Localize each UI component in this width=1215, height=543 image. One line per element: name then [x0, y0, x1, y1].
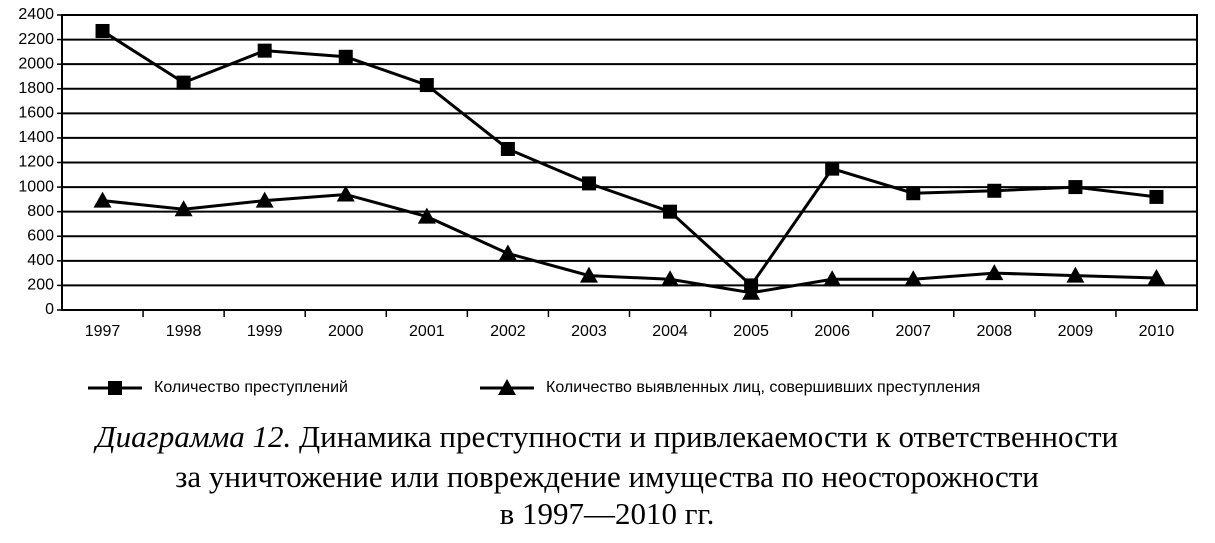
point — [93, 191, 112, 208]
y-tick-label: 1800 — [18, 80, 54, 97]
point — [1147, 269, 1166, 286]
y-tick-label: 800 — [27, 203, 54, 220]
caption-title: за уничтожение или повреждение имущества… — [175, 459, 1039, 494]
x-tick-label: 2000 — [328, 323, 364, 340]
point — [742, 283, 761, 300]
point — [1149, 189, 1164, 204]
point — [176, 75, 191, 90]
y-tick-label: 1200 — [18, 154, 54, 171]
point — [1066, 266, 1085, 283]
point — [663, 204, 678, 219]
point — [95, 23, 110, 38]
y-tick-label: 2200 — [18, 31, 54, 48]
x-tick-label: 2006 — [814, 323, 850, 340]
series-line — [101, 29, 1157, 288]
x-tick-label: 2003 — [571, 323, 607, 340]
x-tick-label: 1999 — [247, 323, 283, 340]
x-tick-label: 2005 — [733, 323, 769, 340]
point — [825, 161, 840, 176]
point — [500, 141, 515, 156]
legend-label: Количество преступлений — [154, 379, 348, 396]
x-tick-label: 1998 — [166, 323, 202, 340]
x-tick-label: 2004 — [652, 323, 688, 340]
caption-title: Динамика преступности и привлекаемости к… — [299, 419, 1118, 454]
point — [906, 186, 921, 201]
y-tick-label: 1400 — [18, 129, 54, 146]
point — [417, 207, 436, 224]
point — [661, 270, 680, 287]
y-tick-label: 600 — [27, 227, 54, 244]
y-tick-label: 1600 — [18, 105, 54, 122]
legend-marker — [498, 379, 516, 395]
y-tick-label: 1000 — [18, 178, 54, 195]
point — [579, 266, 598, 283]
caption-label: Диаграмма 12. — [93, 419, 291, 454]
point — [904, 270, 923, 287]
point — [174, 200, 193, 217]
x-tick-label: 1997 — [85, 323, 121, 340]
point — [338, 49, 353, 64]
caption-title: в 1997—2010 гг. — [500, 496, 715, 531]
caption-line: Диаграмма 12. Динамика преступности и пр… — [93, 419, 1118, 454]
point — [823, 270, 842, 287]
point — [336, 185, 355, 202]
legend-marker — [108, 381, 122, 395]
point — [985, 264, 1004, 281]
y-tick-label: 2000 — [18, 55, 54, 72]
y-tick-label: 0 — [45, 301, 54, 318]
x-tick-label: 2001 — [409, 323, 445, 340]
y-tick-label: 400 — [27, 252, 54, 269]
point — [987, 183, 1002, 198]
y-tick-label: 200 — [27, 277, 54, 294]
series-line — [102, 192, 1157, 295]
point — [257, 43, 272, 58]
point — [1068, 180, 1083, 195]
point — [581, 176, 596, 191]
point — [255, 191, 274, 208]
x-tick-label: 2010 — [1139, 323, 1175, 340]
x-tick-label: 2008 — [977, 323, 1013, 340]
x-tick-label: 2007 — [895, 323, 931, 340]
point — [498, 244, 517, 261]
x-tick-label: 2009 — [1058, 323, 1094, 340]
x-tick-label: 2002 — [490, 323, 526, 340]
legend-label: Количество выявленных лиц, совершивших п… — [546, 379, 980, 396]
y-tick-label: 2400 — [18, 6, 54, 23]
point — [419, 78, 434, 93]
